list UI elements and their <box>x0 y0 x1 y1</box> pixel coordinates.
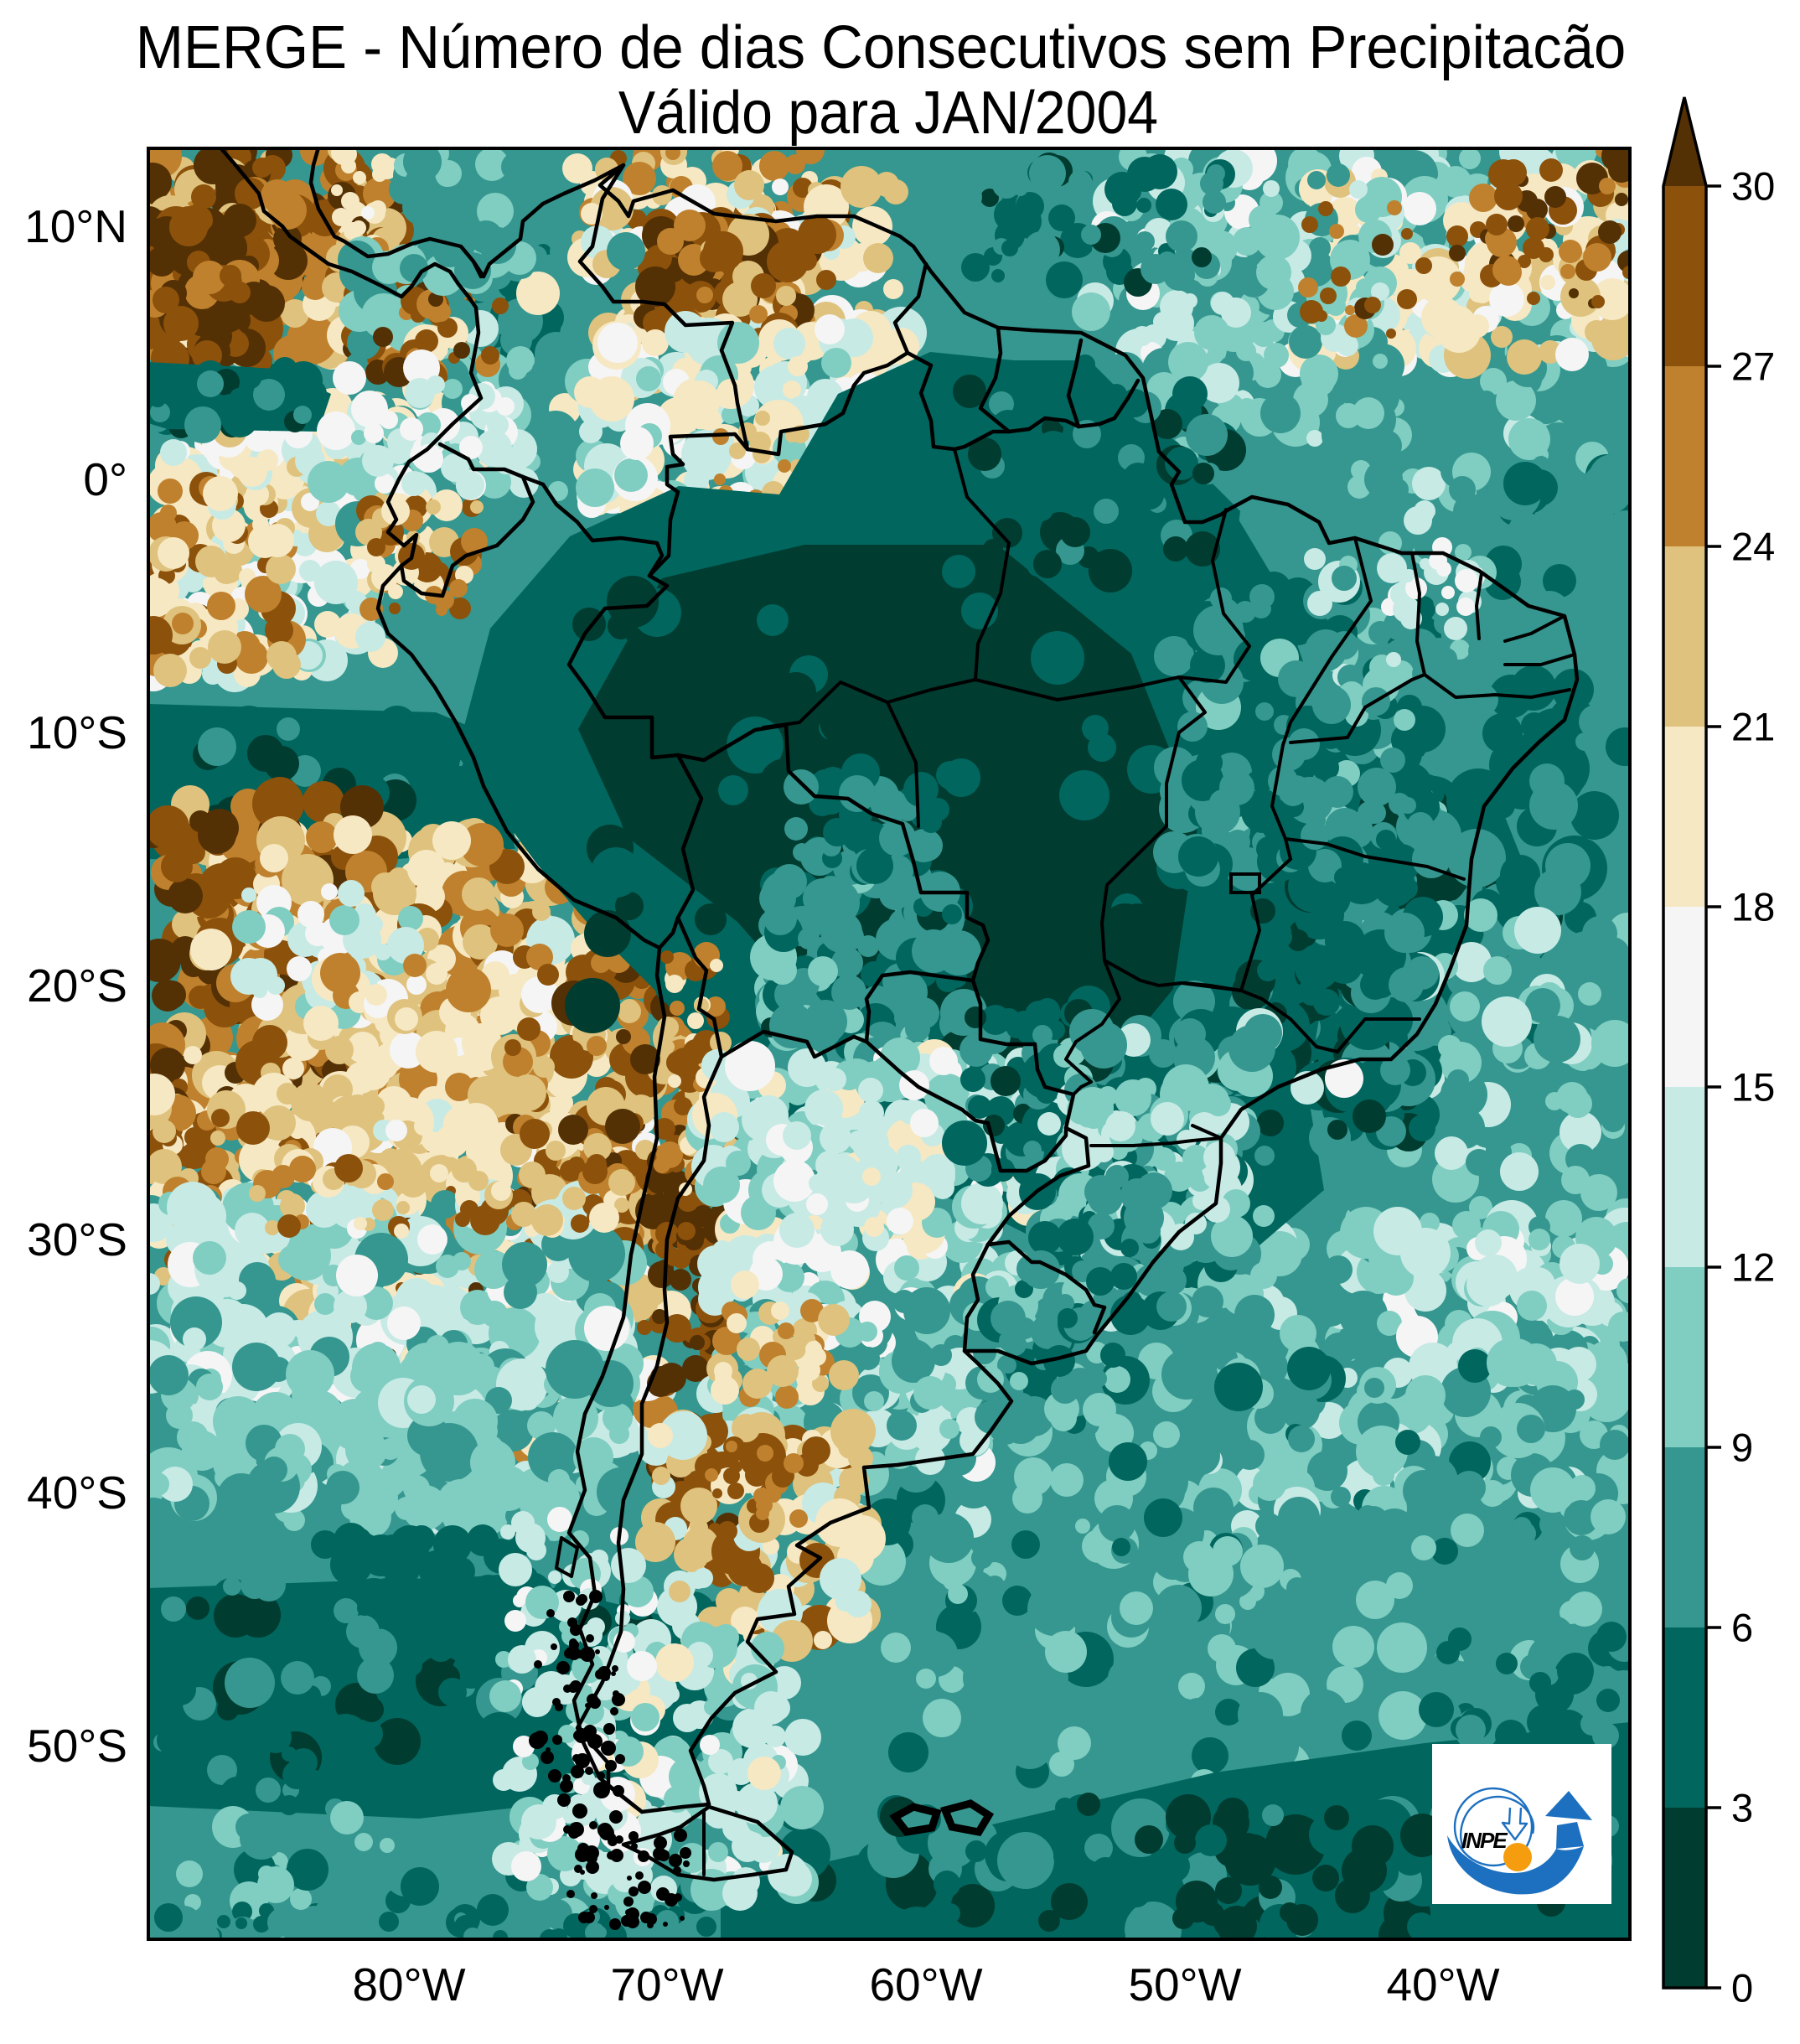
svg-text:Válido para JAN/2004: Válido para JAN/2004 <box>618 78 1158 146</box>
svg-text:MERGE - Número de dias Consecu: MERGE - Número de dias Consecutivos sem … <box>136 13 1627 81</box>
